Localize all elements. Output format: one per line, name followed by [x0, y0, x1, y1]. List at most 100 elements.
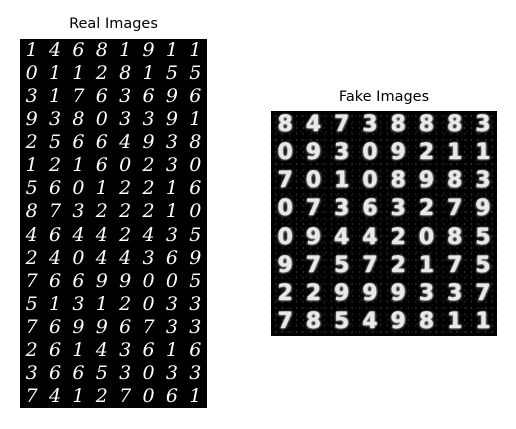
real-digit-cell: 2 [95, 62, 108, 85]
fake-digit-cell: 1 [446, 308, 463, 334]
real-digit-cell: 4 [95, 223, 108, 246]
real-digit-cell: 5 [25, 292, 38, 315]
fake-digit-cell: 7 [446, 252, 463, 278]
real-digit-cell: 5 [25, 177, 38, 200]
real-digit-cell: 4 [49, 384, 62, 407]
real-digit-cell: 5 [189, 269, 202, 292]
fake-digit-cell: 2 [390, 224, 406, 250]
real-digit-cell: 6 [49, 269, 62, 292]
real-digit-cell: 6 [165, 246, 178, 269]
real-digit-cell: 1 [72, 338, 85, 361]
fake-digit-cell: 7 [277, 308, 293, 334]
fake-digit-cell: 5 [475, 252, 491, 278]
fake-digit-cell: 7 [305, 196, 322, 222]
real-digit-cell: 2 [119, 177, 132, 200]
fake-digit-cell: 1 [446, 140, 463, 166]
real-digit-cell: 3 [72, 200, 85, 223]
real-digit-cell: 3 [189, 315, 202, 338]
real-digit-cell: 2 [95, 200, 108, 223]
fake-digit-cell: 9 [362, 280, 378, 306]
real-digit-cell: 9 [189, 246, 202, 269]
real-digit-cell: 3 [142, 246, 155, 269]
fake-digit-cell: 2 [418, 196, 435, 222]
real-digit-cell: 2 [25, 246, 38, 269]
fake-digit-cell: 2 [390, 252, 406, 278]
real-digit-cell: 3 [25, 85, 38, 108]
real-digit-cell: 1 [72, 62, 85, 85]
real-digit-cell: 9 [72, 315, 85, 338]
real-digit-cell: 3 [119, 108, 132, 131]
real-digit-cell: 1 [189, 384, 202, 407]
real-digit-cell: 6 [95, 85, 108, 108]
fake-digit-cell: 9 [333, 280, 350, 306]
real-digit-cell: 1 [25, 154, 38, 177]
fake-digit-cell: 9 [418, 168, 435, 194]
real-digit-cell: 1 [49, 292, 62, 315]
real-digit-cell: 1 [165, 39, 178, 62]
real-digit-cell: 6 [49, 338, 62, 361]
real-digit-cell: 0 [165, 269, 178, 292]
real-digit-cell: 9 [165, 85, 178, 108]
real-digit-cell: 1 [165, 200, 178, 223]
real-digit-cell: 2 [95, 384, 108, 407]
fake-digit-cell: 3 [333, 196, 350, 222]
real-digit-cell: 9 [95, 269, 108, 292]
real-digit-cell: 3 [119, 361, 132, 384]
real-digit-cell: 6 [72, 131, 85, 154]
fake-digit-cell: 5 [475, 224, 491, 250]
real-digit-cell: 6 [189, 85, 202, 108]
real-digit-cell: 6 [72, 39, 85, 62]
real-digit-cell: 6 [165, 384, 178, 407]
real-digit-cell: 7 [25, 269, 38, 292]
real-digit-cell: 2 [142, 154, 155, 177]
fake-digit-cell: 6 [362, 196, 378, 222]
real-digit-cell: 6 [72, 269, 85, 292]
real-digit-cell: 4 [49, 39, 62, 62]
real-digit-cell: 1 [95, 177, 108, 200]
real-digit-cell: 6 [189, 177, 202, 200]
fake-digit-cell: 9 [277, 252, 293, 278]
fake-digit-cell: 4 [362, 308, 378, 334]
real-digit-cell: 8 [119, 62, 132, 85]
real-digit-cell: 1 [72, 154, 85, 177]
fake-digit-cell: 9 [475, 196, 491, 222]
real-digit-cell: 6 [95, 131, 108, 154]
real-digit-cell: 8 [189, 131, 202, 154]
fake-digit-cell: 0 [277, 196, 293, 222]
real-digit-cell: 6 [189, 338, 202, 361]
real-digit-cell: 3 [165, 361, 178, 384]
fake-digit-cell: 7 [333, 112, 350, 138]
real-digit-cell: 3 [119, 85, 132, 108]
fake-digit-cell: 9 [305, 224, 322, 250]
real-digit-cell: 3 [119, 338, 132, 361]
real-digit-cell: 3 [189, 361, 202, 384]
real-digit-cell: 1 [189, 108, 202, 131]
fake-digit-cell: 8 [418, 112, 435, 138]
real-digit-cell: 4 [119, 246, 132, 269]
real-digit-cell: 3 [189, 292, 202, 315]
real-digit-cell: 5 [165, 62, 178, 85]
real-digit-cell: 7 [119, 384, 132, 407]
real-digit-cell: 0 [119, 154, 132, 177]
fake-digit-cell: 5 [333, 308, 350, 334]
real-digit-cell: 6 [119, 315, 132, 338]
real-digit-cell: 3 [142, 108, 155, 131]
real-digit-cell: 3 [165, 223, 178, 246]
real-digit-cell: 8 [72, 108, 85, 131]
real-digit-cell: 8 [95, 39, 108, 62]
real-digit-cell: 4 [95, 338, 108, 361]
real-digit-cell: 3 [165, 292, 178, 315]
real-digit-cell: 2 [142, 200, 155, 223]
fake-digit-cell: 1 [475, 308, 491, 334]
fake-digit-cell: 8 [390, 112, 406, 138]
real-digit-cell: 5 [189, 223, 202, 246]
real-digit-cell: 8 [25, 200, 38, 223]
real-digit-cell: 2 [25, 338, 38, 361]
real-digit-cell: 4 [49, 246, 62, 269]
fake-digit-cell: 1 [418, 252, 435, 278]
real-digit-cell: 1 [95, 292, 108, 315]
real-digit-cell: 1 [189, 39, 202, 62]
real-digit-cell: 9 [25, 108, 38, 131]
fake-digit-cell: 3 [475, 168, 491, 194]
